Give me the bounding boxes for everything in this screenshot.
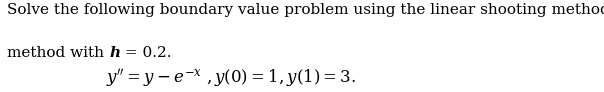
Text: $y'' = y - e^{-x}\ ,y(0) = 1, y(1) = 3.$: $y'' = y - e^{-x}\ ,y(0) = 1, y(1) = 3.$ (106, 68, 356, 90)
Text: method with: method with (7, 46, 109, 60)
Text: = 0.2.: = 0.2. (120, 46, 172, 60)
Text: h: h (109, 46, 120, 60)
Text: Solve the following boundary value problem using the linear shooting method and : Solve the following boundary value probl… (7, 3, 604, 17)
